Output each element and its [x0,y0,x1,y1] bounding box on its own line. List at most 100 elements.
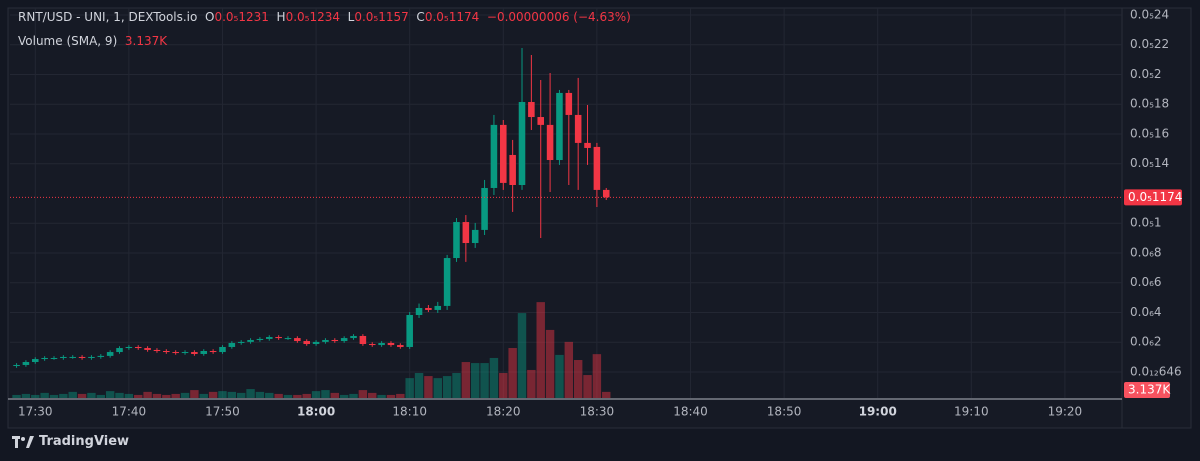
candle-body [453,222,460,259]
volume-bar [227,391,237,398]
change: −0.00000006 (−4.63%) [486,10,631,24]
x-tick-label: 17:40 [112,405,147,419]
candle-body [163,350,170,353]
x-tick-label: 18:50 [767,405,802,419]
volume-bar [545,329,555,398]
volume-bar [87,392,96,398]
candle-body [106,352,114,356]
y-tick-label: 0.0₆4 [1130,305,1162,319]
y-tick-label: 0.0₆2 [1130,335,1162,349]
volume-bar [77,393,87,398]
volume-value: 3.137K [124,34,168,48]
candle-body [13,364,20,367]
volume-bar [396,393,405,398]
candle-body [322,339,329,342]
volume-bar [208,391,218,398]
y-tick-label: 0.0₆6 [1130,275,1162,289]
close-key: C [416,10,425,24]
volume-bar [527,369,536,398]
candle-body [331,339,339,342]
y-tick-label: 0.0₁₂646 [1130,364,1182,378]
volume-bar [293,394,302,398]
footer: TradingView [12,434,129,449]
candle-body [546,124,554,161]
volume-bar [162,394,171,398]
volume-bar [49,394,59,398]
open-key: O [205,10,215,24]
volume-bar [564,341,574,398]
candle-body [256,338,264,340]
volume-bar [105,391,115,398]
x-tick-label: 18:00 [297,405,335,419]
volume-bar [40,392,49,398]
candle-body [134,346,142,349]
volume-bar [218,391,227,398]
x-tick-label: 19:20 [1048,405,1083,419]
candle-body [22,362,30,365]
low-key: L [347,10,355,24]
brand: TradingView [39,434,130,449]
candle-body [537,117,545,125]
x-tick-label: 18:30 [580,405,615,419]
volume-bar [171,393,180,398]
y-tick-label: 0.0₆8 [1130,245,1162,259]
volume-bar [358,390,368,398]
volume-sma-badge [1124,382,1170,399]
volume-bar [349,393,358,398]
volume-bar [115,392,124,398]
volume-bar [470,363,480,398]
candle-body [60,356,67,358]
candle-body [303,341,310,345]
y-tick-label: 0.0₅16 [1130,126,1169,140]
volume-bar [302,393,311,398]
volume-bar [377,394,386,398]
volume-bar [12,394,21,398]
volume-bar [31,394,40,398]
candle-body [593,146,601,190]
volume-legend: Volume (SMA, 9) 3.137K [18,34,167,48]
candle-body [125,346,133,349]
candle-body [191,352,198,354]
volume-bar [555,354,564,398]
candle-body [275,337,282,339]
candle-body [172,352,179,354]
candle-body [237,341,245,343]
candle-body [528,102,535,118]
candle-body [266,337,273,339]
candle-body [415,308,423,316]
volume-bar [602,391,611,398]
candle-body [41,357,48,360]
candle-body [574,114,582,143]
volume-bar [442,376,452,398]
candle-body [490,124,498,188]
candle-body [584,142,591,148]
candle-body [294,338,301,342]
volume-bar [573,360,583,398]
volume-bar [339,394,349,398]
volume-bar [152,393,162,398]
candle-body [69,356,76,358]
y-tick-label: 0.0₅22 [1130,37,1169,51]
volume-bar [330,392,340,398]
volume-bar [424,376,433,398]
y-tick-label: 0.0₅14 [1130,156,1169,170]
volume-bar [386,394,396,398]
candle-body [518,102,526,186]
volume-title: Volume (SMA, 9) [18,34,118,48]
candle-body [602,189,610,198]
volume-bar [480,363,489,398]
high-key: H [276,10,286,24]
legend-header: RNT/USD - UNI, 1, DEXTools.io O0.0₅1231 … [18,10,631,24]
candle-body [509,154,516,186]
candle-body [97,355,105,357]
candle-body [397,345,404,347]
volume-bar [265,392,274,398]
open-value: 0.0₅1231 [214,10,269,24]
candle-body [378,342,385,346]
volume-bar [536,302,545,398]
x-tick-label: 19:00 [859,405,897,419]
logo [12,435,34,448]
last-price-label: 0.0₅1174 [1128,190,1182,204]
